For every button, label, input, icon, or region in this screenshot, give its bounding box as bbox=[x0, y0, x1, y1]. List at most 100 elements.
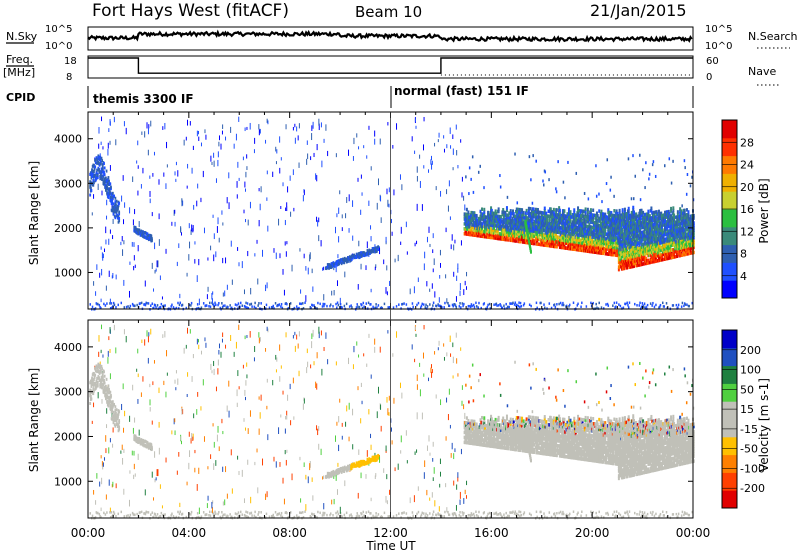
power-cell bbox=[518, 234, 521, 239]
power-cell bbox=[598, 209, 601, 213]
power-cell bbox=[567, 207, 570, 212]
power-cell bbox=[617, 253, 620, 258]
power-cell bbox=[286, 206, 288, 212]
cpid-segment-2: normal (fast) 151 IF bbox=[394, 84, 529, 98]
power-cell bbox=[100, 141, 102, 145]
power-cell bbox=[325, 124, 327, 131]
power-cell bbox=[576, 225, 579, 230]
power-cell bbox=[160, 302, 163, 306]
power-cell bbox=[546, 219, 549, 223]
power-cell bbox=[507, 238, 510, 242]
power-cell bbox=[370, 225, 372, 230]
power-cell bbox=[360, 209, 362, 215]
power-cell bbox=[352, 200, 354, 207]
power-cell bbox=[337, 303, 340, 307]
power-cell bbox=[365, 302, 368, 305]
power-cell bbox=[316, 144, 318, 151]
power-cell bbox=[438, 297, 440, 303]
power-cell bbox=[181, 199, 183, 207]
power-cell bbox=[551, 229, 554, 234]
power-cell bbox=[575, 215, 578, 220]
power-cell bbox=[162, 304, 164, 308]
power-cell bbox=[670, 206, 673, 211]
power-cell bbox=[567, 229, 570, 234]
power-cell bbox=[154, 304, 157, 307]
power-cell bbox=[591, 232, 594, 237]
power-cell bbox=[105, 169, 108, 173]
power-cell bbox=[599, 219, 602, 223]
power-cell bbox=[576, 213, 579, 218]
power-cell bbox=[628, 253, 631, 257]
power-cell bbox=[338, 236, 340, 243]
power-cell bbox=[655, 212, 658, 217]
power-cell bbox=[207, 257, 209, 261]
power-cell bbox=[336, 306, 338, 309]
power-cell bbox=[530, 212, 533, 216]
power-cell bbox=[595, 243, 598, 247]
power-cell bbox=[624, 302, 627, 306]
power-cell bbox=[661, 301, 664, 305]
power-cell bbox=[538, 215, 541, 220]
power-cell bbox=[504, 210, 507, 215]
power-cell bbox=[669, 236, 672, 240]
power-cell bbox=[275, 161, 277, 165]
power-cell bbox=[455, 305, 458, 309]
power-cell bbox=[99, 162, 102, 166]
power-cell bbox=[656, 249, 659, 253]
power-cell bbox=[426, 305, 429, 308]
power-cell bbox=[592, 242, 595, 247]
power-cell bbox=[189, 241, 191, 249]
power-cell bbox=[558, 208, 561, 213]
power-cell bbox=[486, 305, 489, 309]
power-cell bbox=[627, 258, 630, 262]
power-cell bbox=[236, 181, 238, 188]
power-cell bbox=[266, 282, 268, 289]
power-cell bbox=[577, 211, 580, 215]
power-cell bbox=[572, 301, 575, 305]
power-cell bbox=[612, 245, 615, 250]
power-cell bbox=[651, 245, 654, 249]
power-cell bbox=[279, 136, 281, 143]
power-cell bbox=[577, 302, 579, 306]
power-cell bbox=[572, 225, 575, 229]
power-cell bbox=[593, 220, 596, 225]
power-cell bbox=[341, 214, 343, 219]
power-cell bbox=[602, 219, 605, 224]
power-cell bbox=[493, 226, 496, 230]
power-cell bbox=[469, 304, 471, 308]
power-cell bbox=[387, 122, 389, 126]
power-cell bbox=[137, 245, 139, 252]
power-cell bbox=[664, 245, 667, 249]
power-cell bbox=[521, 218, 524, 222]
power-cell bbox=[420, 304, 423, 308]
power-cell bbox=[129, 304, 132, 308]
power-cell bbox=[209, 305, 212, 308]
power-cell bbox=[633, 210, 636, 214]
power-cell bbox=[557, 213, 560, 217]
power-cell bbox=[471, 225, 474, 230]
power-cell bbox=[401, 303, 403, 306]
power-cell bbox=[327, 264, 330, 268]
power-cell bbox=[111, 275, 113, 279]
power-cell bbox=[473, 211, 476, 215]
power-cell bbox=[668, 157, 671, 161]
nsearch-tick-top: 10^5 bbox=[705, 24, 732, 35]
power-cell bbox=[186, 272, 188, 277]
power-cell bbox=[648, 214, 651, 218]
power-cell bbox=[424, 306, 427, 309]
power-cell bbox=[550, 244, 553, 248]
power-cell bbox=[91, 305, 94, 309]
power-cell bbox=[589, 210, 592, 215]
power-cell bbox=[659, 238, 662, 243]
power-cell bbox=[507, 213, 510, 218]
power-cell bbox=[592, 215, 595, 220]
power-cell bbox=[200, 197, 202, 203]
power-cell bbox=[632, 205, 635, 210]
power-cell bbox=[586, 207, 589, 212]
power-cell bbox=[149, 190, 151, 197]
power-cell bbox=[681, 253, 684, 257]
power-cell bbox=[682, 223, 685, 228]
power-cell bbox=[681, 238, 684, 243]
power-cell bbox=[573, 242, 576, 247]
power-cell bbox=[454, 239, 456, 244]
